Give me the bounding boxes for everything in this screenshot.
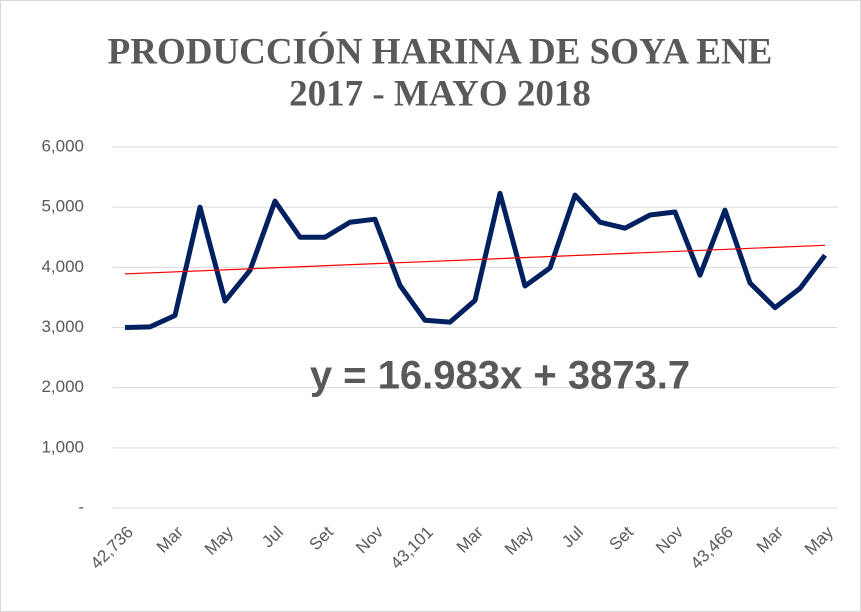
y-tick-label: 2,000 [41,377,84,396]
chart-title: PRODUCCIÓN HARINA DE SOYA ENE [108,30,773,72]
y-tick-label: 6,000 [41,136,84,155]
data-line [124,190,827,330]
trendline [124,244,826,275]
trendline-equation: y = 16.983x + 3873.7 [310,354,690,398]
y-tick-label: 4,000 [41,257,84,276]
chart-title: 2017 - MAYO 2018 [289,73,591,114]
y-tick-label: 1,000 [41,437,84,456]
y-tick-label: - [78,497,84,516]
y-tick-label: 5,000 [41,197,84,216]
y-tick-label: 3,000 [41,317,84,336]
